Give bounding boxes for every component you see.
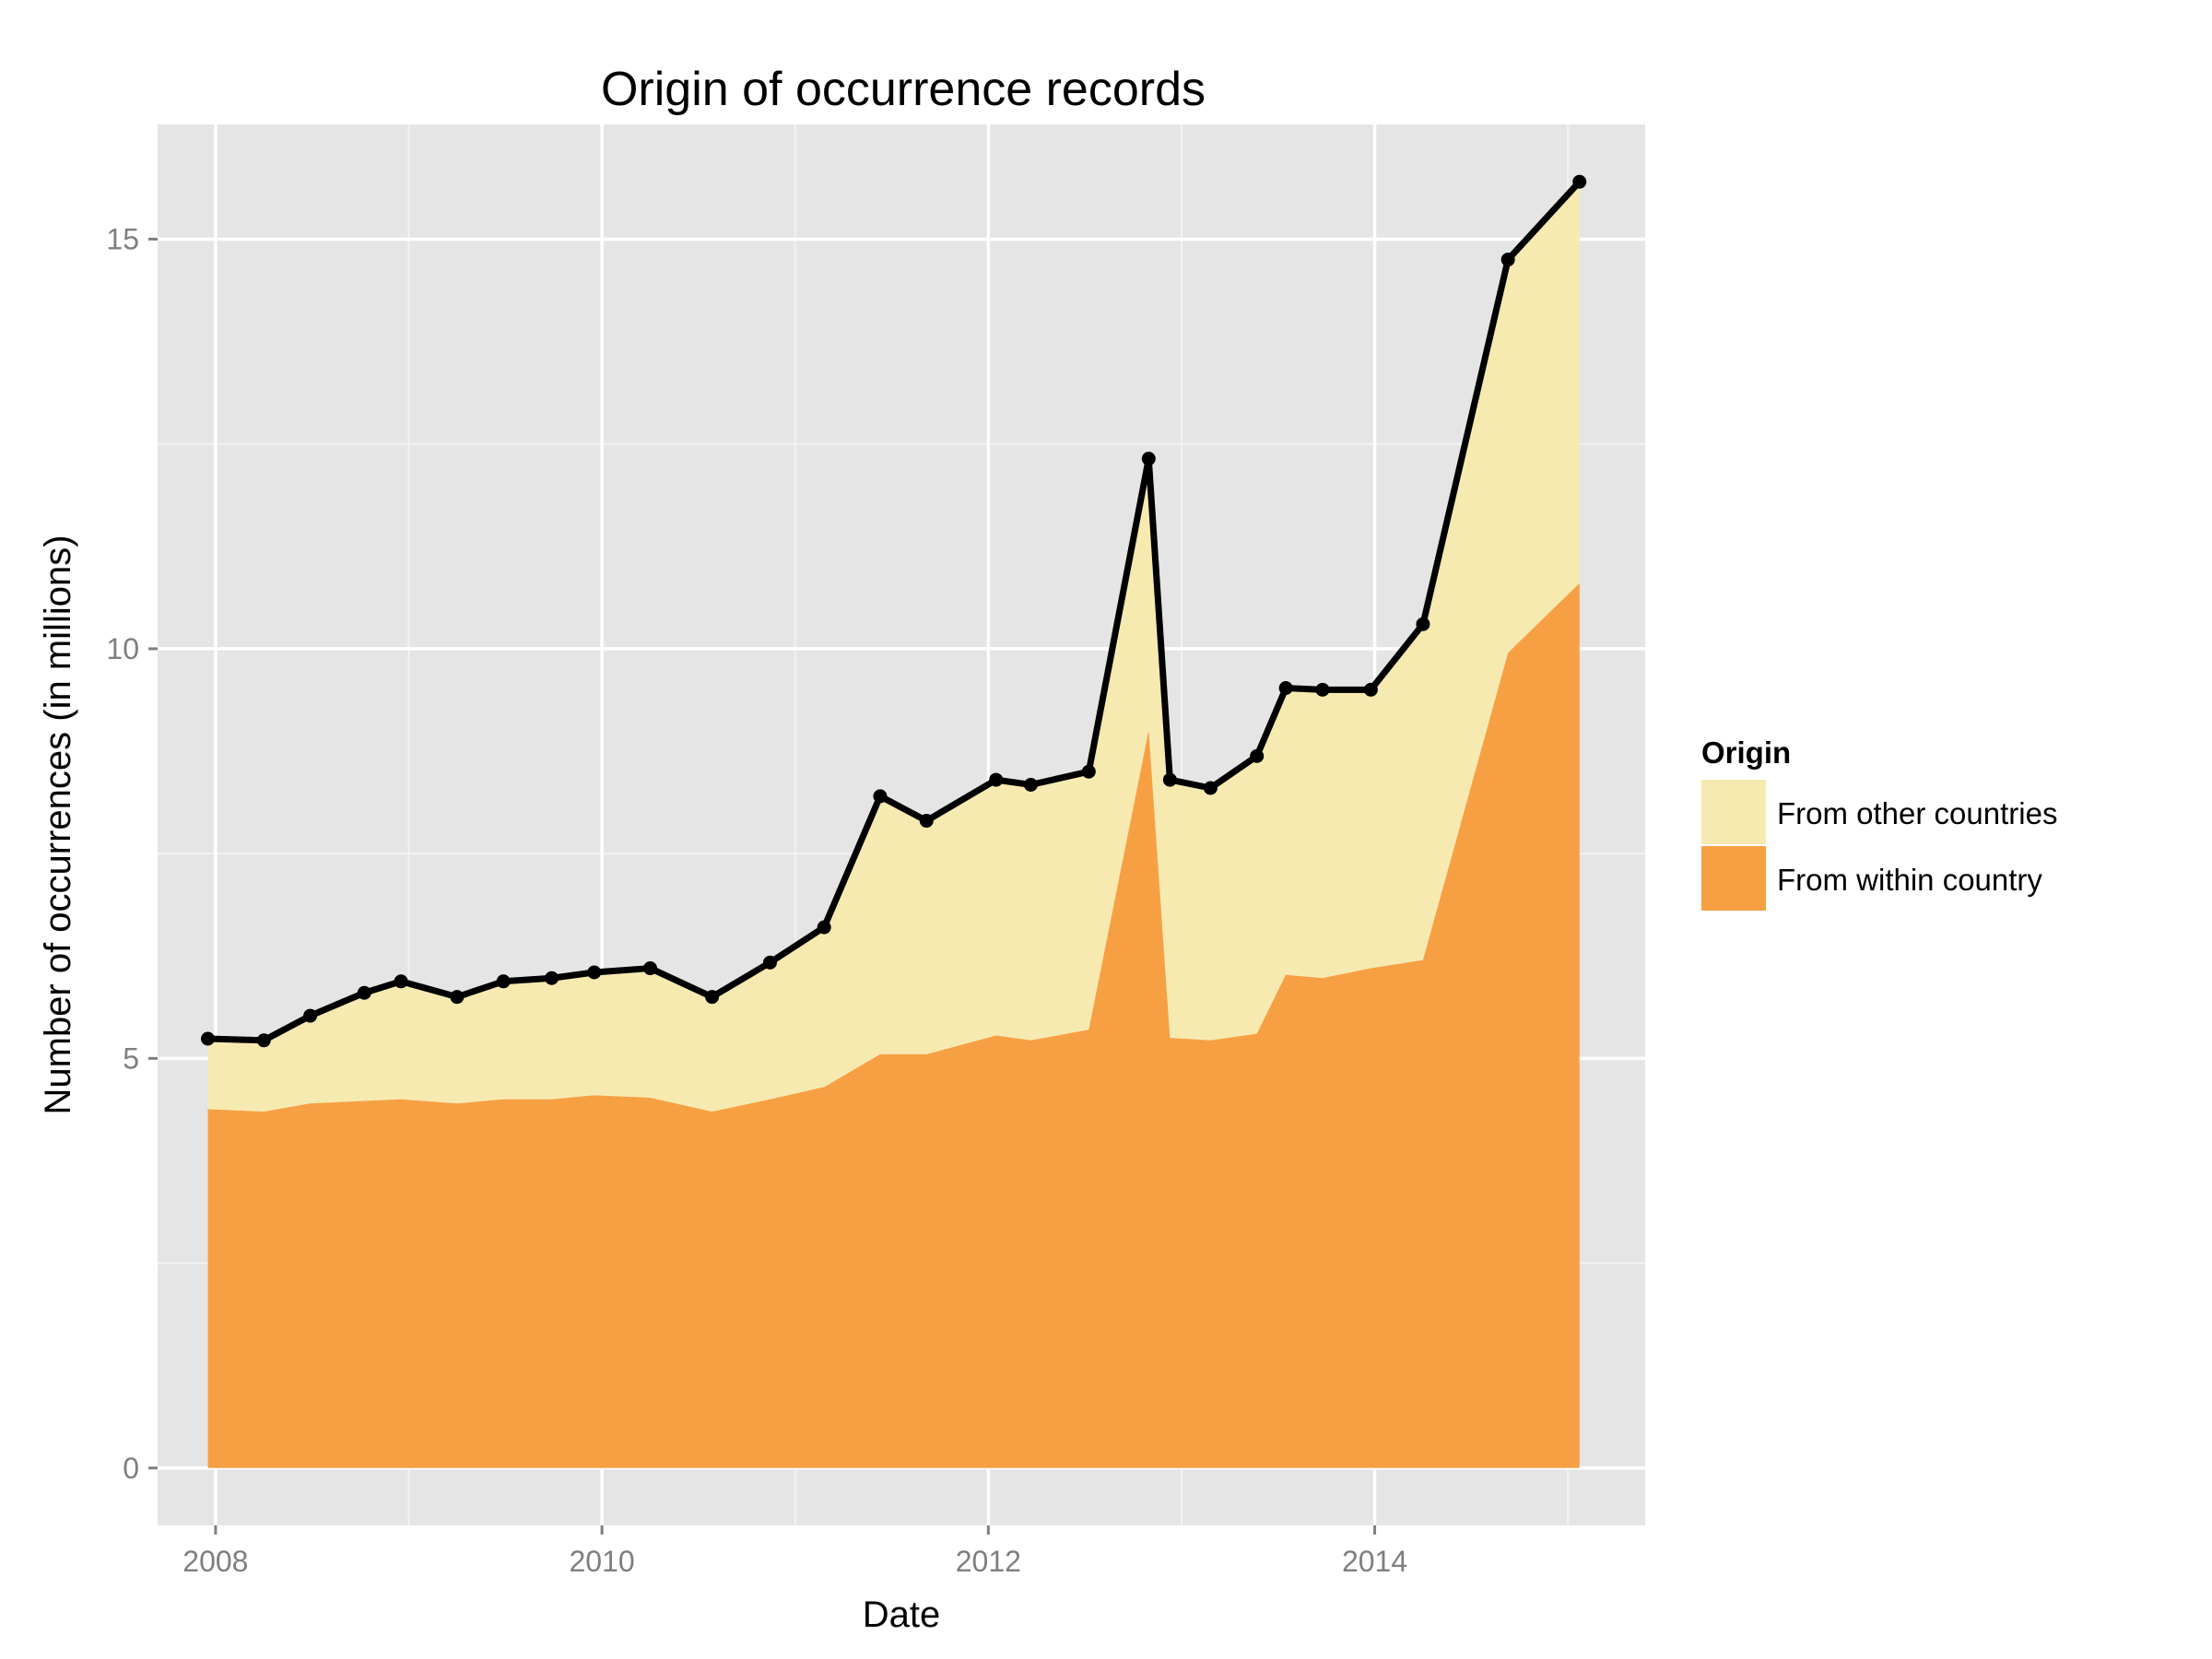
x-axis-label: Date (863, 1594, 941, 1635)
data-point (1081, 764, 1096, 779)
data-point (545, 971, 559, 985)
data-point (303, 1008, 318, 1023)
y-axis: 0 5 10 15 (106, 222, 158, 1485)
legend-label-other-countries: From other countries (1777, 796, 2057, 830)
y-tick-label: 5 (123, 1041, 139, 1075)
data-point (1141, 452, 1156, 466)
data-point (496, 974, 511, 989)
data-point (1023, 777, 1038, 792)
total-line (207, 179, 1583, 1044)
legend-title: Origin (1701, 735, 1791, 770)
x-tick-label: 2012 (956, 1545, 1021, 1578)
data-point (450, 990, 465, 1005)
legend-swatch-other-countries (1701, 780, 1766, 844)
data-point (1416, 617, 1430, 631)
data-point (357, 985, 371, 1000)
data-point (256, 1033, 271, 1048)
legend: Origin From other countries From within … (1701, 735, 2057, 911)
data-point (919, 814, 934, 829)
data-point (873, 789, 888, 804)
area-from-other-countries (207, 182, 1580, 1112)
legend-label-within-country: From within country (1777, 863, 2042, 897)
y-tick-label: 10 (106, 632, 139, 665)
x-axis: 2008 2010 2012 2014 (182, 1525, 1407, 1578)
total-line-path (207, 179, 1583, 1044)
data-point (817, 920, 831, 935)
chart-title: Origin of occurrence records (601, 63, 1206, 116)
data-point (643, 961, 658, 976)
data-point (1363, 682, 1378, 697)
data-point (1315, 682, 1330, 697)
stacked-areas (207, 182, 1580, 1468)
data-point (1278, 681, 1293, 696)
data-point (1203, 781, 1218, 795)
data-point (1572, 174, 1587, 189)
x-tick-label: 2008 (182, 1545, 248, 1578)
data-point (705, 990, 720, 1005)
data-point (1500, 253, 1515, 267)
data-point (394, 974, 408, 989)
data-point (1162, 772, 1177, 787)
data-point (587, 965, 602, 980)
total-points (200, 174, 1587, 1048)
data-point (200, 1031, 215, 1046)
data-point (989, 772, 1004, 787)
area-from-within-country (207, 582, 1580, 1468)
y-axis-label: Number of occurrences (in millions) (38, 535, 78, 1114)
data-point (762, 955, 777, 970)
y-tick-label: 15 (106, 222, 139, 255)
x-tick-label: 2010 (570, 1545, 635, 1578)
legend-swatch-within-country (1701, 846, 1766, 911)
y-tick-label: 0 (123, 1452, 139, 1485)
x-tick-label: 2014 (1342, 1545, 1407, 1578)
data-point (1250, 748, 1265, 763)
